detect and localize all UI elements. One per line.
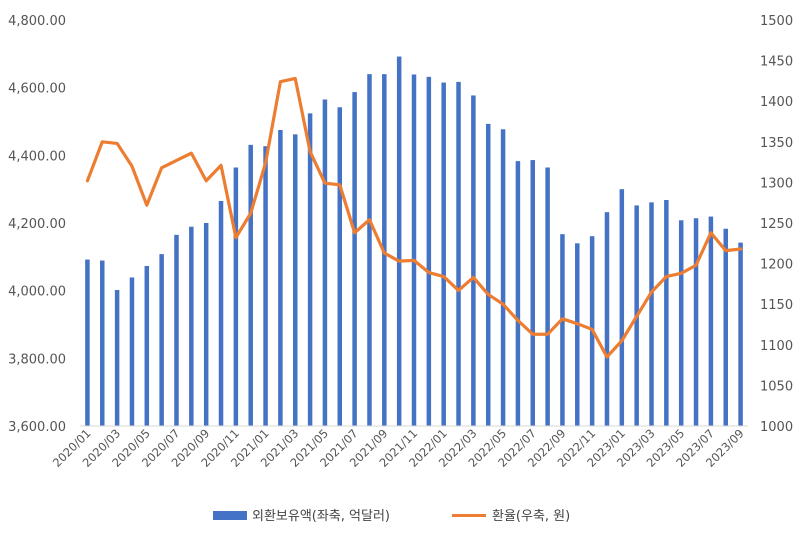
reserves-bar [738, 243, 743, 426]
right-tick-label: 1250 [760, 217, 793, 232]
reserves-bar [620, 189, 625, 426]
reserves-bar [427, 77, 432, 426]
reserves-bar [159, 254, 164, 426]
reserves-bar [352, 92, 357, 426]
reserves-bar [219, 201, 224, 426]
reserves-bars [85, 57, 743, 426]
reserves-bar [130, 277, 135, 426]
reserves-bar [456, 82, 461, 426]
reserves-bar [501, 129, 506, 426]
reserves-bar [516, 161, 521, 426]
reserves-bar [85, 260, 90, 426]
reserves-bar [248, 145, 253, 426]
left-tick-label: 3,600.00 [8, 420, 66, 435]
reserves-bar [263, 146, 268, 426]
reserves-bar [575, 243, 580, 426]
reserves-bar [664, 200, 669, 426]
right-tick-label: 1400 [760, 95, 793, 110]
reserves-bar [486, 124, 491, 426]
right-tick-label: 1150 [760, 298, 793, 313]
reserves-bar [174, 235, 179, 426]
reserves-bar [471, 95, 476, 426]
reserves-bar [367, 74, 372, 426]
reserves-bar [323, 100, 328, 426]
right-tick-label: 1500 [760, 14, 793, 29]
reserves-bar [145, 266, 150, 426]
reserves-bar [709, 217, 714, 426]
reserves-bar [115, 290, 120, 426]
reserves-bar [278, 130, 283, 426]
left-tick-label: 4,200.00 [8, 217, 66, 232]
legend-swatch-reserves [213, 511, 247, 520]
reserves-bar [338, 107, 343, 426]
reserves-bar [308, 113, 313, 426]
reserves-bar [545, 168, 550, 426]
reserves-bar [531, 160, 536, 426]
right-tick-label: 1100 [760, 339, 793, 354]
right-tick-label: 1350 [760, 136, 793, 151]
reserves-bar [100, 261, 105, 426]
legend-label-rate: 환율(우축, 원) [492, 509, 570, 524]
right-tick-label: 1050 [760, 379, 793, 394]
right-tick-label: 1200 [760, 258, 793, 273]
left-tick-label: 4,400.00 [8, 149, 66, 164]
reserves-bar [441, 83, 446, 426]
reserves-bar [204, 223, 209, 426]
x-axis: 2020/012020/032020/052020/072020/092020/… [50, 426, 748, 470]
reserves-bar [694, 218, 699, 426]
legend-label-reserves: 외환보유액(좌축, 억달러) [252, 509, 390, 524]
reserves-bar [723, 229, 728, 426]
left-tick-label: 3,800.00 [8, 352, 66, 367]
right-y-axis: 1000 1050 1100 1150 1200 1250 1300 1350 1400 1450… [760, 14, 793, 435]
right-tick-label: 1300 [760, 176, 793, 191]
legend: 외환보유액(좌축, 억달러) 환율(우축, 원) [213, 509, 570, 524]
right-tick-label: 1450 [760, 55, 793, 70]
left-y-axis: 3,600.00 3,800.00 4,000.00 4,200.00 4,400.00… [8, 14, 66, 435]
reserves-bar [293, 134, 298, 426]
left-tick-label: 4,800.00 [8, 14, 66, 29]
reserves-bar [189, 227, 194, 426]
right-tick-label: 1000 [760, 420, 793, 435]
reserves-bar [560, 234, 565, 426]
reserves-bar [397, 57, 402, 426]
reserves-bar [412, 74, 417, 426]
reserves-bar [649, 202, 654, 426]
left-tick-label: 4,600.00 [8, 82, 66, 97]
reserves-bar [679, 220, 684, 426]
reserves-bar [605, 212, 610, 426]
reserves-bar [234, 168, 239, 426]
left-tick-label: 4,000.00 [8, 285, 66, 300]
